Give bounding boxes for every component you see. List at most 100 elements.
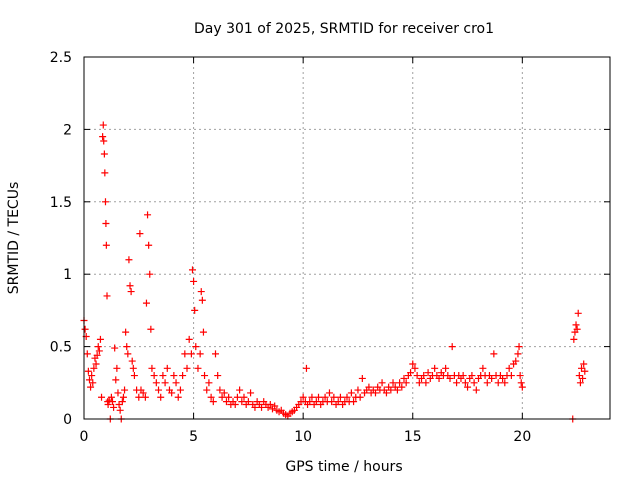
y-tick-label: 1.5	[50, 195, 72, 211]
data-point	[201, 372, 209, 380]
axis-ticks: 0 5 10 15 20 0 0.5 1 1.5 2 2.5	[50, 50, 610, 445]
data-point	[409, 360, 417, 368]
data-point	[470, 379, 478, 387]
data-point	[127, 288, 135, 296]
data-point	[570, 335, 578, 343]
data-point	[420, 372, 428, 380]
data-point	[146, 270, 154, 278]
data-point	[100, 150, 108, 158]
y-axis-label: SRMTID / TECUs	[6, 182, 22, 295]
data-point	[102, 220, 110, 228]
data-point	[308, 393, 316, 401]
data-point	[179, 372, 187, 380]
data-point	[168, 389, 176, 397]
data-point	[81, 325, 89, 333]
data-point	[572, 321, 580, 329]
data-point	[328, 398, 336, 406]
data-point	[148, 364, 156, 372]
data-point	[483, 379, 491, 387]
data-point	[192, 343, 200, 351]
data-point	[398, 383, 406, 391]
data-point	[181, 350, 189, 358]
data-point	[251, 403, 259, 411]
data-point	[468, 372, 476, 380]
data-point	[142, 299, 150, 307]
data-point	[157, 393, 165, 401]
data-point	[90, 364, 98, 372]
data-point	[96, 335, 104, 343]
data-point	[176, 386, 184, 394]
data-point	[139, 389, 147, 397]
data-point	[99, 133, 107, 141]
data-point	[136, 230, 144, 238]
data-point	[461, 379, 469, 387]
data-point	[488, 374, 496, 382]
data-point	[402, 379, 410, 387]
data-point	[514, 350, 522, 358]
data-point	[302, 364, 310, 372]
data-point	[107, 393, 115, 401]
data-point	[325, 389, 333, 397]
data-point	[330, 393, 338, 401]
x-axis-label: GPS time / hours	[285, 459, 402, 475]
data-point	[494, 379, 502, 387]
data-point	[233, 393, 241, 401]
data-point	[83, 350, 91, 358]
data-point	[87, 383, 95, 391]
data-point	[191, 306, 199, 314]
data-point	[365, 383, 373, 391]
data-point	[103, 292, 111, 300]
data-point	[190, 277, 198, 285]
data-point	[119, 393, 127, 401]
data-point	[129, 364, 137, 372]
data-point	[108, 398, 116, 406]
data-point	[150, 372, 158, 380]
data-point	[266, 401, 274, 409]
data-point	[415, 379, 423, 387]
data-point	[207, 393, 215, 401]
data-point	[126, 282, 134, 290]
data-point	[312, 398, 320, 406]
data-point	[99, 121, 107, 129]
data-point	[144, 211, 152, 219]
data-point	[336, 393, 344, 401]
data-point	[505, 364, 513, 372]
data-point	[431, 364, 439, 372]
data-point	[94, 343, 102, 351]
x-tick-label: 5	[189, 429, 198, 445]
data-point	[147, 325, 155, 333]
data-point	[113, 364, 121, 372]
y-tick-label: 2	[63, 122, 72, 138]
data-point	[174, 393, 182, 401]
grid	[84, 57, 610, 419]
data-point	[407, 369, 415, 377]
data-point	[118, 398, 126, 406]
data-point	[236, 386, 244, 394]
data-point	[104, 401, 112, 409]
data-point	[389, 379, 397, 387]
data-point	[356, 393, 364, 401]
data-point	[197, 288, 205, 296]
data-point	[141, 393, 149, 401]
data-point	[187, 350, 195, 358]
data-point	[244, 398, 252, 406]
data-point	[378, 379, 386, 387]
data-point	[170, 372, 178, 380]
data-point	[422, 379, 430, 387]
data-point	[479, 364, 487, 372]
data-point	[411, 364, 419, 372]
data-point	[448, 343, 456, 351]
data-point	[464, 383, 472, 391]
data-point	[172, 379, 180, 387]
data-point	[84, 367, 92, 375]
data-point	[216, 386, 224, 394]
data-point	[89, 379, 97, 387]
data-point	[121, 386, 129, 394]
data-point	[515, 343, 523, 351]
data-point	[155, 386, 163, 394]
data-point	[354, 386, 362, 394]
data-point	[240, 393, 248, 401]
data-point	[382, 389, 390, 397]
data-point	[579, 374, 587, 382]
data-point	[453, 379, 461, 387]
